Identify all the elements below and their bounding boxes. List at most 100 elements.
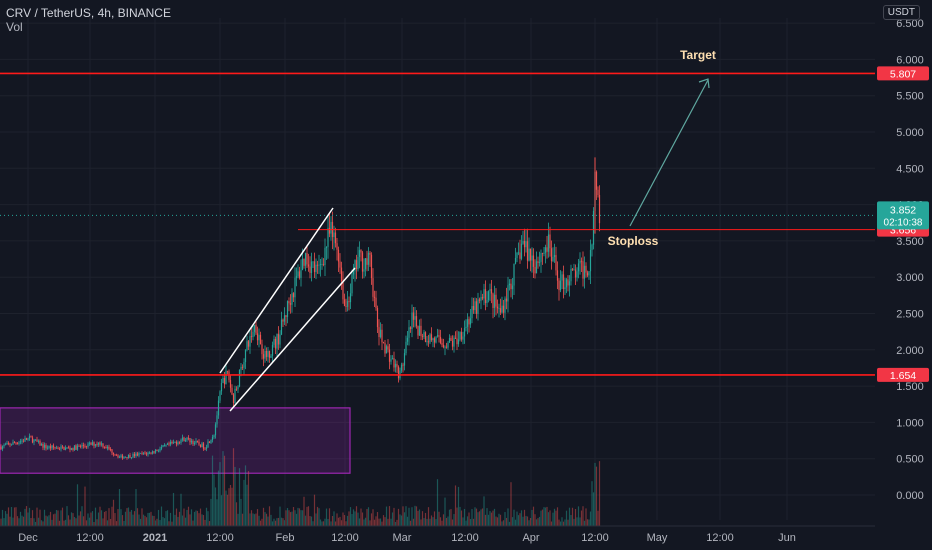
candle-body [115, 454, 118, 456]
volume-bar [592, 492, 595, 526]
candle-body [195, 440, 197, 444]
candle-body [37, 440, 40, 442]
candle-body [87, 443, 89, 447]
volume-bar [175, 508, 178, 526]
volume-bar [475, 508, 478, 526]
volume-bar [280, 517, 283, 526]
volume-bar [376, 512, 379, 526]
drawings-layer[interactable]: Target Stoploss [0, 48, 875, 412]
candle-body [294, 277, 296, 298]
y-tick-label: 2.500 [896, 309, 924, 321]
volume-bar [223, 455, 226, 526]
volume-bar [87, 513, 89, 526]
candle-body [12, 442, 14, 445]
volume-bar [312, 521, 314, 526]
candle-body [201, 443, 203, 448]
volume-bar [153, 515, 155, 526]
candle-body [400, 364, 403, 371]
volume-bar [201, 514, 203, 526]
volume-bar [567, 519, 569, 526]
volume-bar [387, 518, 389, 526]
volume-bar [103, 511, 106, 526]
volume-legend[interactable]: Vol [6, 20, 23, 34]
symbol-title[interactable]: CRV / TetherUS, 4h, BINANCE [6, 6, 171, 20]
candle-body [336, 243, 338, 250]
volume-bar [1, 509, 4, 526]
volume-bar [151, 515, 154, 526]
volume-bar [64, 519, 67, 526]
candle-body [483, 289, 485, 299]
volume-bar [216, 499, 218, 526]
candle-body [348, 301, 350, 303]
candle-body [391, 358, 394, 360]
candle-body [228, 371, 230, 381]
candle-body [568, 281, 571, 286]
y-tick-label: 6.500 [896, 18, 924, 30]
volume-bar [276, 518, 278, 526]
candle-body [205, 447, 208, 450]
candle-body [514, 257, 517, 264]
volume-bar [561, 517, 563, 526]
volume-bar [139, 518, 142, 526]
candle-body [118, 456, 121, 458]
candle-body [553, 255, 556, 257]
volume-bar [546, 506, 548, 526]
volume-bar [204, 519, 206, 526]
candle-body [297, 271, 299, 277]
candle-body [373, 296, 376, 298]
volume-bar [114, 513, 116, 526]
candle-body [558, 280, 560, 291]
target-price-tag-text: 5.807 [890, 68, 916, 80]
volume-bar [445, 517, 448, 526]
candle-body [184, 440, 187, 442]
candle-body [439, 336, 442, 343]
volume-bar [537, 518, 539, 526]
candle-body [418, 325, 421, 336]
volume-bar [343, 515, 346, 526]
candle-body [3, 445, 5, 447]
volume-bar [76, 484, 79, 526]
time-axis[interactable]: Dec 12:00 2021 12:00 Feb 12:00 Mar 12:00 Apr 12:0… [0, 525, 875, 544]
candle-body [543, 252, 545, 254]
volume-bar [42, 521, 44, 526]
volume-bar [142, 514, 145, 526]
candle-body [393, 358, 395, 368]
candle-body [442, 344, 445, 348]
candle-body [490, 289, 493, 294]
volume-bar [349, 507, 352, 526]
volume-bar [460, 510, 463, 526]
volume-bar [492, 510, 494, 526]
candle-body [397, 366, 400, 379]
candle-body [534, 266, 536, 274]
candle-body [378, 327, 380, 337]
volume-bar [240, 498, 242, 526]
volume-bar [373, 519, 376, 526]
candle-body [259, 334, 262, 345]
volume-bar [58, 520, 61, 526]
candle-body [231, 387, 233, 395]
candle-body [478, 299, 481, 301]
candle-body [321, 264, 323, 265]
candle-body [237, 386, 239, 390]
volume-bar [525, 515, 527, 526]
volume-bar [264, 512, 266, 526]
candle-body [60, 446, 62, 450]
volume-bar [301, 510, 304, 526]
volume-bar [451, 519, 454, 526]
candle-body [135, 453, 137, 457]
volume-bar [339, 516, 341, 526]
currency-badge[interactable]: USDT [882, 5, 920, 20]
candle-body [24, 438, 26, 442]
y-tick-label: 3.000 [896, 272, 924, 284]
candle-body [75, 445, 77, 450]
volume-bars [0, 448, 601, 526]
volume-bar [391, 512, 394, 526]
volume-bar [564, 519, 566, 526]
volume-bar [27, 512, 29, 526]
volume-bar [493, 508, 496, 526]
volume-bar [579, 517, 581, 526]
volume-bar [225, 490, 227, 526]
candle-body [183, 437, 185, 442]
candle-body [279, 334, 281, 345]
